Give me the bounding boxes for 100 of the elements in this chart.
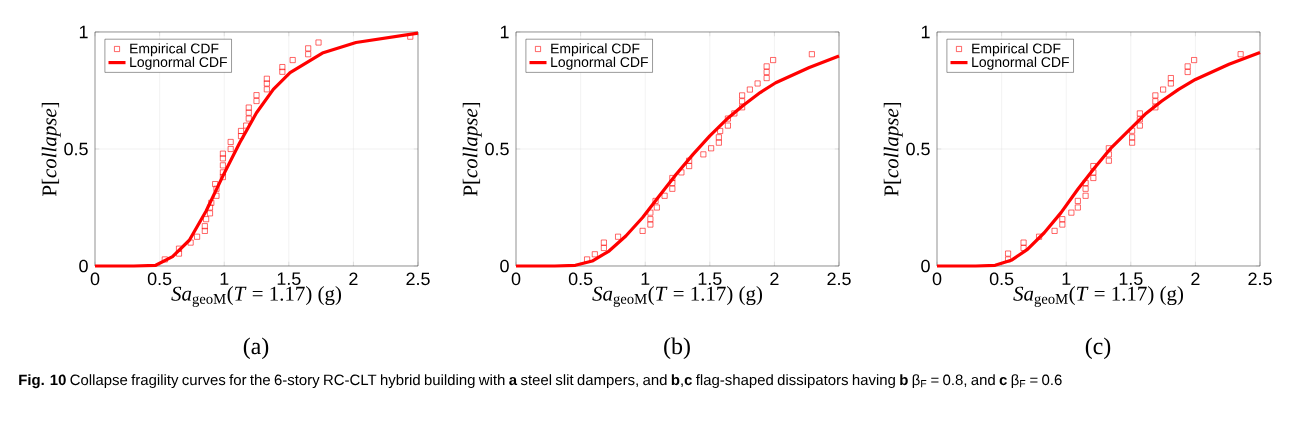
point: [289, 57, 296, 63]
point: [763, 75, 770, 81]
point: [1160, 86, 1167, 93]
point: [207, 210, 213, 217]
point: [731, 110, 738, 117]
y-tick-label: 0.5: [906, 142, 930, 156]
point: [1074, 198, 1081, 204]
x-tick-label: 2.5: [827, 272, 851, 286]
point: [600, 239, 607, 246]
x-tick-label: 0: [932, 272, 942, 286]
point: [1105, 151, 1112, 158]
y-axis-title: P[collapse]: [41, 102, 61, 197]
point: [1105, 145, 1112, 152]
y-tick-label: 0: [79, 259, 88, 273]
text: (a): [243, 337, 269, 360]
x-tick-label: 2: [349, 272, 358, 286]
point: [1184, 63, 1191, 70]
point: [279, 68, 286, 75]
x-tick-label: 0: [90, 272, 100, 286]
point: [187, 239, 194, 246]
point: [647, 221, 654, 228]
point: [305, 51, 312, 58]
point: [263, 86, 270, 93]
point: [176, 250, 182, 257]
point: [652, 198, 659, 204]
point: [700, 151, 707, 158]
point: [678, 169, 685, 176]
legend-label: Empirical CDF: [551, 43, 640, 57]
point: [1129, 139, 1136, 146]
point: [686, 157, 693, 164]
point: [1152, 104, 1159, 111]
point: [176, 245, 182, 252]
point: [808, 51, 815, 58]
point: [227, 139, 234, 145]
point: [725, 115, 731, 122]
point: [1152, 98, 1159, 105]
x-tick-label: 0: [511, 272, 521, 286]
point: [213, 192, 220, 199]
point: [238, 133, 244, 140]
point: [1051, 227, 1058, 234]
point: [263, 75, 270, 82]
x-tick-label: 0.5: [989, 272, 1014, 286]
point: [653, 204, 660, 211]
x-tick-label: 1.5: [698, 272, 722, 286]
point: [1090, 169, 1097, 176]
point: [669, 185, 676, 192]
point: [1105, 157, 1112, 164]
x-axis-title: Sa$_{geoM}$(T = 1.17) (g): [171, 286, 342, 307]
point: [1068, 209, 1075, 216]
point: [208, 199, 215, 206]
x-tick-label: 1: [1062, 272, 1071, 285]
point: [717, 128, 724, 134]
point: [220, 150, 226, 157]
point: [227, 146, 234, 152]
x-tick-label: 2.5: [406, 272, 430, 286]
point: [220, 162, 226, 169]
point: [669, 175, 676, 181]
point: [1167, 75, 1174, 81]
point: [1059, 221, 1066, 228]
point: [1082, 185, 1089, 192]
point: [207, 204, 213, 211]
legend-label: Lognormal CDF: [972, 56, 1069, 70]
y-tick-label: 1: [500, 25, 509, 39]
point: [220, 169, 226, 176]
point: [770, 57, 777, 63]
point: [245, 109, 252, 116]
point: [1152, 92, 1159, 99]
point: [739, 98, 746, 105]
point: [253, 98, 260, 104]
point: [1059, 216, 1066, 223]
y-tick-label: 0: [921, 259, 930, 273]
point: [201, 223, 208, 230]
point: [161, 256, 168, 263]
text: (b): [664, 337, 690, 360]
point: [201, 227, 208, 234]
legend-label: Empirical CDF: [130, 43, 219, 57]
point: [647, 209, 654, 216]
x-tick-label: 1.5: [1119, 272, 1143, 286]
point: [1020, 239, 1027, 246]
line-series: [93, 31, 420, 268]
point: [253, 92, 260, 99]
point: [615, 233, 621, 240]
y-tick-label: 0.5: [64, 142, 88, 156]
point: [1136, 122, 1143, 129]
x-tick-label: 1.5: [277, 272, 301, 286]
point: [639, 227, 646, 234]
point: [1090, 175, 1097, 181]
text: (c): [1085, 337, 1111, 360]
point: [754, 80, 761, 87]
point: [591, 251, 598, 258]
point: [315, 39, 322, 46]
point: [238, 128, 244, 134]
point: [1184, 69, 1191, 75]
point: [1090, 163, 1097, 169]
x-axis-title: Sa$_{geoM}$(T = 1.17) (g): [592, 286, 763, 307]
point: [600, 245, 607, 251]
point: [746, 86, 753, 93]
point: [1020, 245, 1027, 251]
y-tick-label: 1: [921, 25, 930, 39]
text: Fig. 10 Collapse fragility curves for the 6-story RC-CLT hybrid building with a steel slit dampers, and b,c flag-shaped dissipators having b β$_{F}$ = 0.8, and c β$_{F}$ = 0.6: [19, 374, 1062, 389]
